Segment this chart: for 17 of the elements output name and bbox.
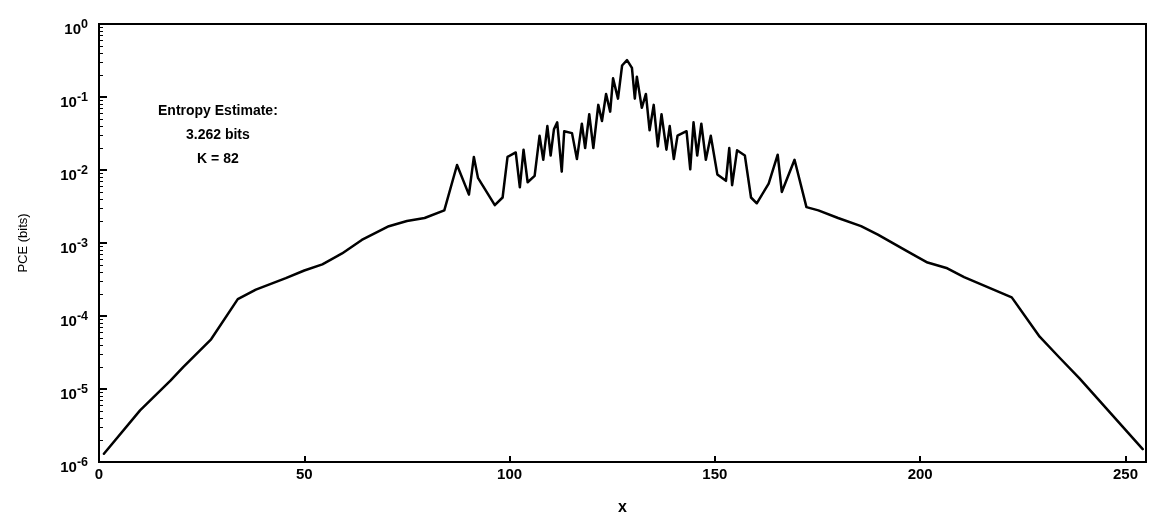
y-axis-title: PCE (bits) (15, 213, 30, 273)
x-tick-label: 0 (94, 465, 104, 482)
x-tick-label: 150 (702, 465, 728, 482)
y-tick-label: 10$^{-4}$ (60, 308, 88, 331)
y-tick-label: 10$^{-6}$ (60, 454, 88, 477)
y-tick-label: 10$^{-5}$ (60, 381, 88, 404)
x-tick-label: 250 (1112, 465, 1138, 482)
line-series (102, 58, 1144, 455)
y-tick-label: 10$^{-1}$ (60, 89, 88, 112)
y-tick-label: 10$^{-2}$ (60, 162, 88, 185)
annotation: Entropy Estimate: 3.262 bits K = 82 (157, 102, 278, 166)
x-tick-label: 100 (497, 465, 523, 482)
x-tick-label: 50 (295, 465, 313, 482)
y-tick-label: 10$^{0}$ (64, 16, 88, 39)
x-tick-label: 200 (907, 465, 933, 482)
y-tick-label: 10$^{-3}$ (60, 235, 88, 258)
x-axis-title: x (618, 497, 628, 515)
